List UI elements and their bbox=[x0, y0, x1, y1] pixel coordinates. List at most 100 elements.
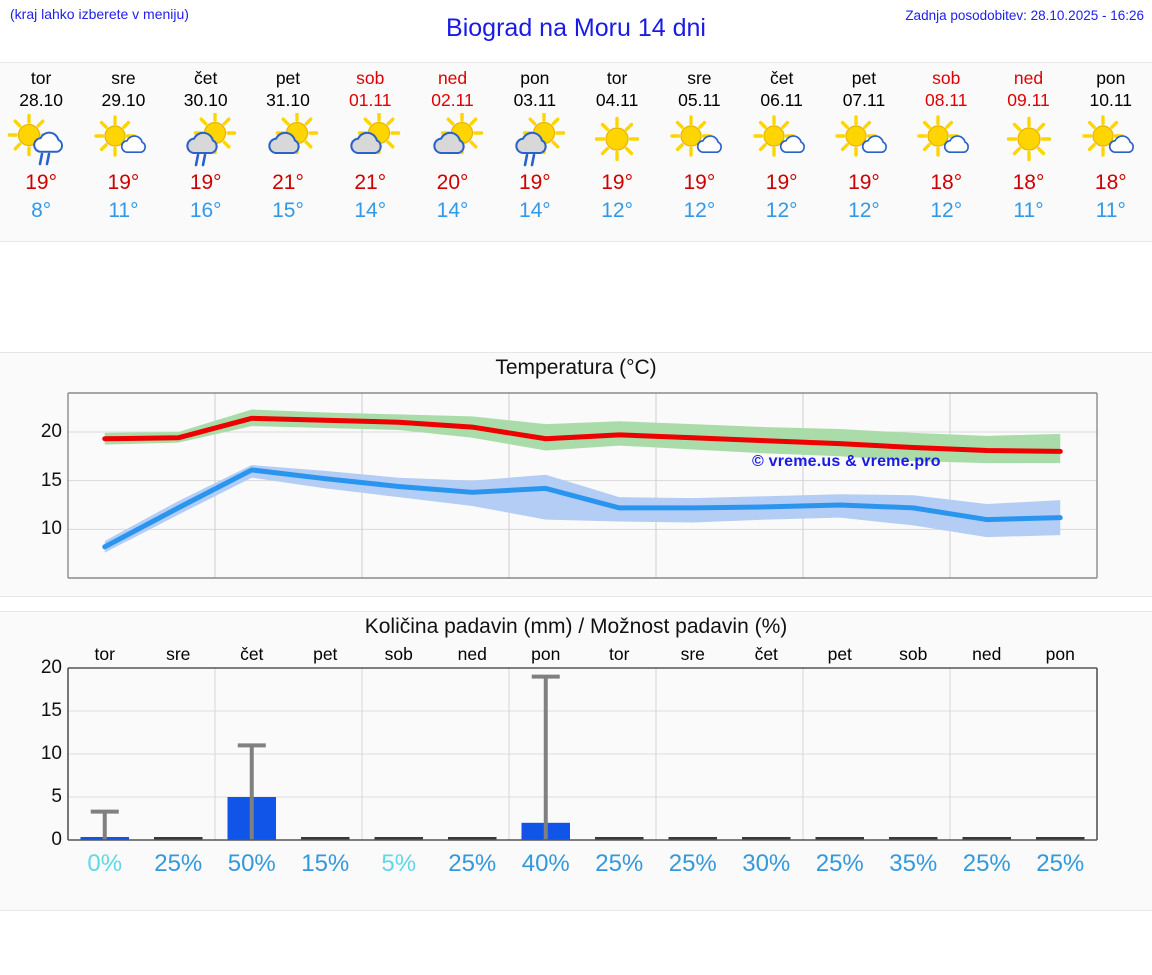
day-column-29.10[interactable]: sre 29.10 19° 11° bbox=[82, 63, 164, 241]
day-of-week: čet bbox=[194, 68, 218, 88]
day-column-09.11[interactable]: ned 09.11 18° 11° bbox=[987, 63, 1069, 241]
day-column-28.10[interactable]: tor 28.10 19° 8° bbox=[0, 63, 82, 241]
precip-day-label: pet bbox=[827, 644, 852, 664]
day-date: 30.10 bbox=[183, 90, 228, 110]
temp-min: 12° bbox=[765, 199, 798, 222]
precip-bar bbox=[153, 837, 203, 840]
temp-max: 19° bbox=[765, 171, 798, 194]
precipitation-svg bbox=[67, 667, 1098, 841]
precip-bar bbox=[815, 837, 865, 840]
sun-smallcloud-icon bbox=[752, 115, 805, 157]
precip-probability-label: 25% bbox=[595, 850, 644, 877]
temp-max: 20° bbox=[436, 171, 469, 194]
precip-day-label: sre bbox=[680, 644, 705, 664]
sun-icon bbox=[594, 116, 640, 162]
precip-probability-label: 30% bbox=[742, 850, 791, 877]
day-of-week: sre bbox=[687, 68, 712, 88]
weather-icon-wrapper bbox=[987, 113, 1069, 169]
sun-smallcloud-icon bbox=[1082, 115, 1134, 157]
day-date: 03.11 bbox=[513, 90, 557, 110]
temp-max: 19° bbox=[518, 171, 551, 194]
day-date: 28.10 bbox=[19, 90, 64, 110]
watermark-text: © vreme.us & vreme.pro bbox=[752, 453, 941, 470]
precip-day-label: tor bbox=[94, 644, 115, 664]
precip-day-label: pon bbox=[531, 644, 561, 664]
precip-day-label: tor bbox=[609, 644, 630, 664]
precipitation-chart-panel: Količina padavin (mm) / Možnost padavin … bbox=[0, 611, 1152, 911]
precip-day-label: ned bbox=[457, 644, 487, 664]
sun-graycloud-rain-icon bbox=[515, 113, 566, 167]
day-column-31.10[interactable]: pet 31.10 21° 15° bbox=[247, 63, 329, 241]
temp-min: 14° bbox=[354, 199, 387, 222]
precip-bar bbox=[962, 837, 1012, 840]
day-of-week: sob bbox=[356, 68, 385, 88]
day-date: 02.11 bbox=[431, 90, 474, 110]
day-date: 10.11 bbox=[1089, 90, 1133, 110]
temp-min: 11° bbox=[108, 199, 139, 222]
daily-forecast-strip: tor 28.10 19° 8° sre 29.10 19° 11° čet 30.10 19° 16… bbox=[0, 62, 1152, 242]
y-axis-tick-label: 15 bbox=[40, 700, 62, 721]
precip-bar bbox=[888, 837, 938, 840]
precip-day-label: sob bbox=[384, 644, 413, 664]
sun-graycloud-icon bbox=[268, 113, 319, 155]
day-column-06.11[interactable]: čet 06.11 19° 12° bbox=[741, 63, 823, 241]
sun-smallcloud-icon bbox=[835, 115, 887, 157]
series-line-1 bbox=[102, 467, 1063, 550]
day-column-05.11[interactable]: sre 05.11 19° 12° bbox=[658, 63, 740, 241]
temp-max: 18° bbox=[1012, 171, 1045, 194]
day-of-week: sob bbox=[932, 68, 961, 88]
temp-max: 19° bbox=[683, 171, 716, 194]
precip-probability-label: 25% bbox=[668, 850, 717, 877]
precip-day-label: pon bbox=[1045, 644, 1075, 664]
day-of-week: čet bbox=[769, 68, 794, 88]
day-date: 08.11 bbox=[924, 90, 968, 110]
temp-min: 12° bbox=[930, 199, 963, 222]
temp-min: 12° bbox=[683, 199, 716, 222]
sun-smallcloud-icon bbox=[917, 115, 970, 157]
sun-graycloud-rain-icon bbox=[186, 113, 236, 167]
sun-graycloud-icon bbox=[350, 113, 401, 155]
y-axis-tick-label: 10 bbox=[40, 518, 62, 540]
day-date: 09.11 bbox=[1007, 90, 1050, 110]
weather-icon-wrapper bbox=[247, 113, 329, 169]
day-column-08.11[interactable]: sob 08.11 18° 12° bbox=[905, 63, 987, 241]
day-column-02.11[interactable]: ned 02.11 20° 14° bbox=[411, 63, 493, 241]
precip-bar bbox=[668, 837, 718, 840]
day-of-week: pet bbox=[275, 68, 301, 88]
weather-icon-wrapper bbox=[905, 113, 987, 169]
day-column-03.11[interactable]: pon 03.11 19° 14° bbox=[494, 63, 576, 241]
precip-bar bbox=[374, 837, 424, 840]
temperature-chart-panel: Temperatura (°C) 10 15 20 © vreme.us & vrem… bbox=[0, 352, 1152, 597]
temp-min: 11° bbox=[1095, 199, 1126, 222]
weather-icon-wrapper bbox=[411, 113, 493, 169]
day-column-10.11[interactable]: pon 10.11 18° 11° bbox=[1070, 63, 1152, 241]
temperature-chart-title: Temperatura (°C) bbox=[495, 356, 657, 379]
temp-min: 8° bbox=[31, 199, 52, 222]
precip-day-label: čet bbox=[754, 644, 778, 664]
day-column-07.11[interactable]: pet 07.11 19° 12° bbox=[823, 63, 905, 241]
sun-smallcloud-icon bbox=[670, 115, 723, 157]
day-column-30.10[interactable]: čet 30.10 19° 16° bbox=[165, 63, 247, 241]
temp-max: 21° bbox=[272, 171, 304, 194]
temp-max: 18° bbox=[930, 171, 963, 194]
temp-max: 19° bbox=[848, 171, 880, 194]
precipitation-chart-title: Količina padavin (mm) / Možnost padavin … bbox=[364, 615, 788, 638]
y-axis-tick-label: 5 bbox=[51, 786, 62, 807]
day-date: 29.10 bbox=[101, 90, 146, 110]
precip-probability-label: 50% bbox=[227, 850, 276, 877]
day-date: 05.11 bbox=[678, 90, 721, 110]
day-column-04.11[interactable]: tor 04.11 19° 12° bbox=[576, 63, 658, 241]
weather-icon-wrapper bbox=[82, 113, 164, 169]
day-of-week: ned bbox=[437, 68, 468, 88]
temp-max: 21° bbox=[354, 171, 387, 194]
temp-min: 12° bbox=[848, 199, 880, 222]
day-date: 04.11 bbox=[595, 90, 639, 110]
precip-bar bbox=[741, 837, 791, 840]
day-column-01.11[interactable]: sob 01.11 21° 14° bbox=[329, 63, 411, 241]
day-date: 01.11 bbox=[349, 90, 392, 110]
series-line-0 bbox=[102, 415, 1063, 454]
precip-day-label: sre bbox=[166, 644, 191, 664]
temp-min: 14° bbox=[518, 199, 551, 222]
spacer bbox=[0, 242, 1152, 352]
